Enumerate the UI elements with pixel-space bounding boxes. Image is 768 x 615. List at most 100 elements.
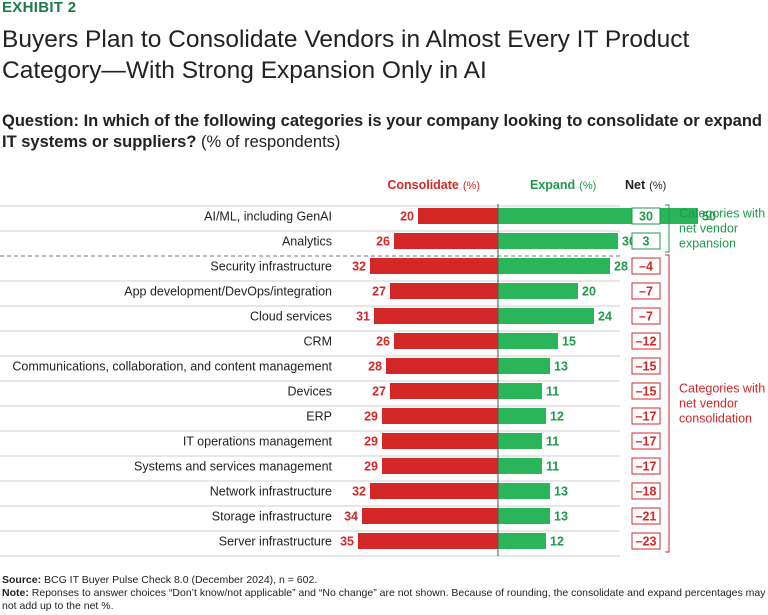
net-value: –15 xyxy=(636,360,657,374)
category-label: IT operations management xyxy=(183,435,333,449)
net-box xyxy=(631,332,661,350)
category-label: Server infrastructure xyxy=(219,535,332,549)
group-bracket xyxy=(665,254,670,553)
expand-value: 20 xyxy=(582,285,596,299)
net-value: –17 xyxy=(636,435,657,449)
consolidate-bar xyxy=(382,408,498,424)
consolidate-bar xyxy=(358,533,498,549)
row-separators xyxy=(0,205,620,557)
legend-net: Net (%) xyxy=(625,178,666,192)
expand-value: 11 xyxy=(546,460,559,474)
expand-value: 11 xyxy=(546,435,559,449)
chart-row: CRM 26 15 –12 xyxy=(304,332,661,350)
chart-row: ERP 29 12 –17 xyxy=(306,407,661,425)
footnote: Note: Reponses to answer choices “Don’t … xyxy=(2,587,766,612)
net-value: 30 xyxy=(639,210,653,224)
expand-value: 24 xyxy=(598,310,612,324)
net-value: –21 xyxy=(636,510,657,524)
footer: Source: BCG IT Buyer Pulse Check 8.0 (De… xyxy=(2,574,768,613)
net-value: 3 xyxy=(643,235,650,249)
consolidate-bar xyxy=(394,333,498,349)
consolidate-value: 29 xyxy=(364,435,378,449)
net-value: –15 xyxy=(636,385,657,399)
chart-row: Communications, collaboration, and conte… xyxy=(12,357,661,375)
question-unit: (% of respondents) xyxy=(201,133,341,151)
legend-expand: Expand (%) xyxy=(530,178,596,192)
expand-bar xyxy=(498,483,550,499)
group-bracket xyxy=(665,204,670,253)
consolidation-group: Categories with net vendor consolidation xyxy=(665,254,765,553)
chart-row: Server infrastructure 35 12 –23 xyxy=(219,532,661,550)
consolidate-value: 31 xyxy=(356,310,370,324)
consolidate-value: 28 xyxy=(368,360,382,374)
category-label: Systems and services management xyxy=(134,460,333,474)
consolidate-bar xyxy=(386,358,498,374)
exhibit-label: EXHIBIT 2 xyxy=(2,0,77,16)
expand-bar xyxy=(498,408,546,424)
category-label: ERP xyxy=(306,410,332,424)
chart-row: IT operations management 29 11 –17 xyxy=(183,432,661,450)
expand-bar xyxy=(498,533,546,549)
chart-title-line1: Buyers Plan to Consolidate Vendors in Al… xyxy=(2,26,690,53)
category-label: CRM xyxy=(304,335,332,349)
chart-row: Analytics 26 30 3 xyxy=(282,232,661,250)
survey-question: Question: In which of the following cate… xyxy=(2,111,768,153)
chart-title-line2: Category—With Strong Expansion Only in A… xyxy=(2,57,487,84)
net-box xyxy=(631,482,661,500)
expand-bar xyxy=(498,333,558,349)
net-box xyxy=(631,307,661,325)
consolidate-bar xyxy=(382,458,498,474)
net-box xyxy=(631,232,661,250)
expand-value: 11 xyxy=(546,385,559,399)
consolidate-value: 35 xyxy=(340,535,354,549)
consolidate-bar xyxy=(382,433,498,449)
expand-bar xyxy=(498,208,698,224)
consolidate-bar xyxy=(362,508,498,524)
expand-bar xyxy=(498,458,542,474)
expand-bar xyxy=(498,508,550,524)
expand-value: 50 xyxy=(702,210,716,224)
net-box xyxy=(631,257,661,275)
chart-row: Cloud services 31 24 –7 xyxy=(250,307,661,325)
net-value: –4 xyxy=(639,260,653,274)
consolidate-value: 29 xyxy=(364,460,378,474)
net-value: –18 xyxy=(636,485,657,499)
consolidate-value: 27 xyxy=(372,385,386,399)
expand-value: 12 xyxy=(550,410,564,424)
consolidate-bar xyxy=(370,258,498,274)
group-label: Categories with net vendor expansion xyxy=(679,207,765,251)
net-box xyxy=(631,207,661,225)
expand-bar xyxy=(498,358,550,374)
expand-bar xyxy=(498,383,542,399)
expand-bar xyxy=(498,433,542,449)
consolidate-bar xyxy=(390,383,498,399)
net-value: –7 xyxy=(639,285,653,299)
net-box xyxy=(631,532,661,550)
category-label: Communications, collaboration, and conte… xyxy=(12,360,332,374)
chart-row: App development/DevOps/integration 27 20 –7 xyxy=(124,282,661,300)
diverging-bar-chart: Consolidate (%) Expand (%) Net (%) AI/ML, inc… xyxy=(0,178,765,557)
chart-row: Network infrastructure 32 13 –18 xyxy=(210,482,661,500)
consolidate-value: 20 xyxy=(400,210,414,224)
net-value: –7 xyxy=(639,310,653,324)
expand-bar xyxy=(498,258,610,274)
net-value: –12 xyxy=(636,335,657,349)
net-box xyxy=(631,507,661,525)
net-value: –17 xyxy=(636,460,657,474)
chart-legend: Consolidate (%) Expand (%) Net (%) xyxy=(387,178,666,192)
chart-row: Devices 27 11 –15 xyxy=(288,382,661,400)
expand-bar xyxy=(498,283,578,299)
net-box xyxy=(631,457,661,475)
consolidate-bar xyxy=(394,233,498,249)
consolidate-value: 34 xyxy=(344,510,358,524)
category-label: Devices xyxy=(288,385,332,399)
chart-rows: AI/ML, including GenAI 20 50 30 Analytics 26 3… xyxy=(12,204,716,556)
chart-row: Security infrastructure 32 28 –4 xyxy=(210,257,661,275)
consolidate-bar xyxy=(390,283,498,299)
expansion-group: Categories with net vendor expansion xyxy=(665,204,765,253)
consolidate-value: 26 xyxy=(376,335,390,349)
group-label: Categories with net vendor consolidation xyxy=(679,382,765,426)
expand-bar xyxy=(498,308,594,324)
expand-value: 13 xyxy=(554,485,568,499)
chart-row: Systems and services management 29 11 –17 xyxy=(134,457,661,475)
